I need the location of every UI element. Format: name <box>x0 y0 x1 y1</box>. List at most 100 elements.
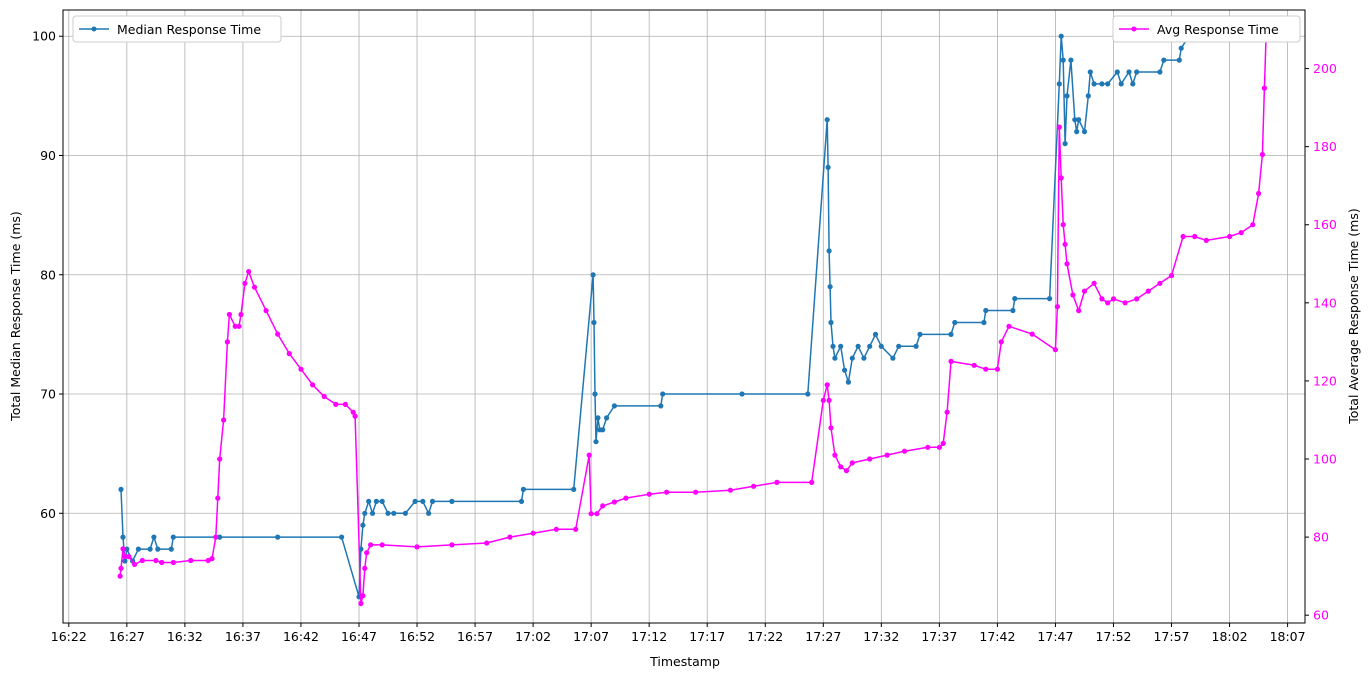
data-point <box>507 534 513 540</box>
data-point <box>936 444 943 450</box>
x-axis-label: Timestamp <box>649 654 720 669</box>
data-point <box>360 593 366 599</box>
x-tick-label: 16:57 <box>457 629 493 644</box>
data-point <box>849 355 855 361</box>
data-point <box>213 534 219 540</box>
data-point <box>366 498 372 504</box>
data-point <box>1056 124 1062 130</box>
data-point <box>824 117 830 123</box>
data-point <box>1259 151 1265 158</box>
data-point <box>1064 261 1070 267</box>
data-point <box>809 479 815 485</box>
data-point <box>604 415 610 421</box>
right-y-tick-label: 160 <box>1313 217 1337 232</box>
data-point <box>890 355 896 361</box>
data-point <box>553 526 559 532</box>
avg-response-time-series <box>117 26 1269 607</box>
data-point <box>828 319 834 326</box>
data-point <box>1010 307 1016 314</box>
data-point <box>983 366 989 372</box>
data-point <box>1076 308 1082 314</box>
data-point <box>135 546 141 552</box>
data-point <box>120 534 126 540</box>
data-point <box>147 546 153 552</box>
right-y-tick-label: 60 <box>1313 608 1329 623</box>
data-point <box>845 379 852 385</box>
data-point <box>867 456 873 462</box>
data-point <box>1114 69 1120 75</box>
data-point <box>139 557 145 564</box>
data-point <box>1238 230 1244 236</box>
data-point <box>952 319 958 326</box>
x-tick-label: 17:57 <box>1153 629 1189 644</box>
data-point <box>420 498 426 504</box>
data-point <box>369 510 376 516</box>
data-point <box>1060 57 1066 63</box>
data-point <box>944 409 950 415</box>
data-point <box>333 401 339 407</box>
data-point <box>1074 129 1080 135</box>
right-y-tick-label: 180 <box>1313 139 1337 154</box>
data-point <box>1118 81 1124 87</box>
left-y-tick-label: 60 <box>40 506 56 521</box>
data-point <box>170 559 176 566</box>
data-point <box>820 397 826 403</box>
data-point <box>298 366 304 372</box>
data-point <box>1052 347 1058 353</box>
data-point <box>948 358 954 364</box>
right-y-axis-label: Total Average Response Time (ms) <box>1346 208 1361 425</box>
data-point <box>1029 331 1035 337</box>
left-y-tick-label: 90 <box>40 148 56 163</box>
data-point <box>151 534 157 540</box>
data-point <box>1091 280 1097 286</box>
data-point <box>1099 81 1105 87</box>
right-y-axis-ticks: 60 80 100 120 140 160 180 200 <box>1305 61 1337 623</box>
data-point <box>118 486 124 492</box>
data-point <box>402 510 408 516</box>
data-point <box>263 308 269 314</box>
data-point <box>832 452 838 458</box>
data-point <box>1122 300 1128 306</box>
data-point <box>1250 222 1256 228</box>
data-point <box>590 272 596 278</box>
right-y-tick-label: 120 <box>1313 373 1337 388</box>
data-point <box>122 558 128 564</box>
data-point <box>321 393 327 400</box>
data-point <box>412 498 418 504</box>
data-point <box>838 343 844 349</box>
x-tick-label: 17:47 <box>1037 629 1073 644</box>
data-point <box>573 526 579 532</box>
data-point <box>983 307 989 314</box>
data-point <box>426 510 432 516</box>
data-point <box>414 544 420 550</box>
left-y-axis-label: Total Median Response Time (ms) <box>8 211 23 422</box>
data-point <box>385 510 391 516</box>
data-point <box>623 495 629 501</box>
x-tick-label: 17:37 <box>921 629 957 644</box>
data-point <box>971 362 977 368</box>
data-point <box>827 284 833 290</box>
data-point <box>1099 296 1105 302</box>
data-point <box>120 546 126 552</box>
data-point <box>155 546 161 552</box>
data-point <box>1134 69 1140 75</box>
data-point <box>217 456 223 462</box>
data-point <box>362 510 368 516</box>
data-point <box>913 343 919 349</box>
data-point <box>530 530 536 536</box>
data-point <box>358 600 364 607</box>
legend-median: Median Response Time <box>72 15 282 43</box>
data-point <box>1161 57 1167 63</box>
data-point <box>1157 280 1163 286</box>
right-y-tick-label: 80 <box>1313 530 1329 545</box>
data-point <box>1091 81 1097 87</box>
x-tick-label: 16:32 <box>167 629 203 644</box>
data-point <box>1062 141 1068 147</box>
data-point <box>855 343 861 349</box>
data-point <box>310 382 316 388</box>
data-point <box>122 554 128 560</box>
data-point <box>124 546 130 552</box>
data-point <box>664 489 670 495</box>
x-tick-label: 17:32 <box>863 629 899 644</box>
legend-avg-label: Avg Response Time <box>1157 22 1279 37</box>
